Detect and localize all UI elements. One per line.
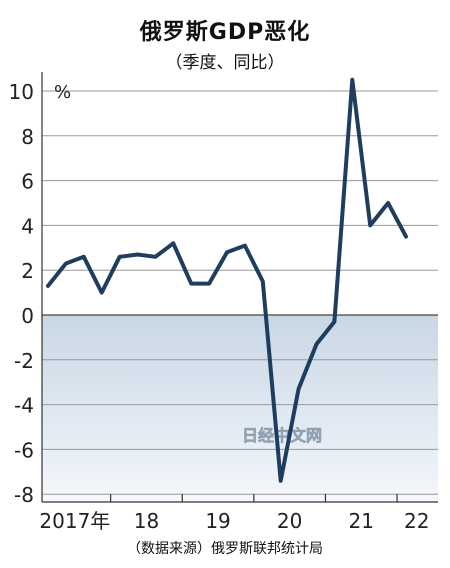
y-tick-label: 0 [21,304,34,328]
y-tick-label: 8 [21,125,34,149]
y-tick-label: 4 [21,214,34,238]
x-tick-label: 19 [205,509,230,533]
gdp-series-line [46,77,408,483]
chart-subtitle: （季度、同比） [165,53,285,73]
x-tick-label: 2017年 [39,509,110,533]
y-tick-label: 6 [21,170,34,194]
y-tick-label: -8 [14,483,34,507]
x-tick-label: 21 [349,509,374,533]
x-tick-label: 20 [277,509,302,533]
y-tick-label: 2 [21,259,34,283]
y-tick-label: 10 [9,80,34,104]
data-source-note: （数据来源）俄罗斯联邦统计局 [127,541,323,557]
negative-region-shading [42,315,438,502]
y-tick-label: -4 [14,394,34,418]
x-tick-label: 18 [134,509,159,533]
y-unit-label: % [54,82,71,103]
y-tick-label: -6 [14,438,34,462]
watermark: 日经中文网 [242,426,322,445]
x-tick-label: 22 [404,509,429,533]
chart-title: 俄罗斯GDP恶化 [139,20,311,45]
y-tick-label: -2 [14,349,34,373]
